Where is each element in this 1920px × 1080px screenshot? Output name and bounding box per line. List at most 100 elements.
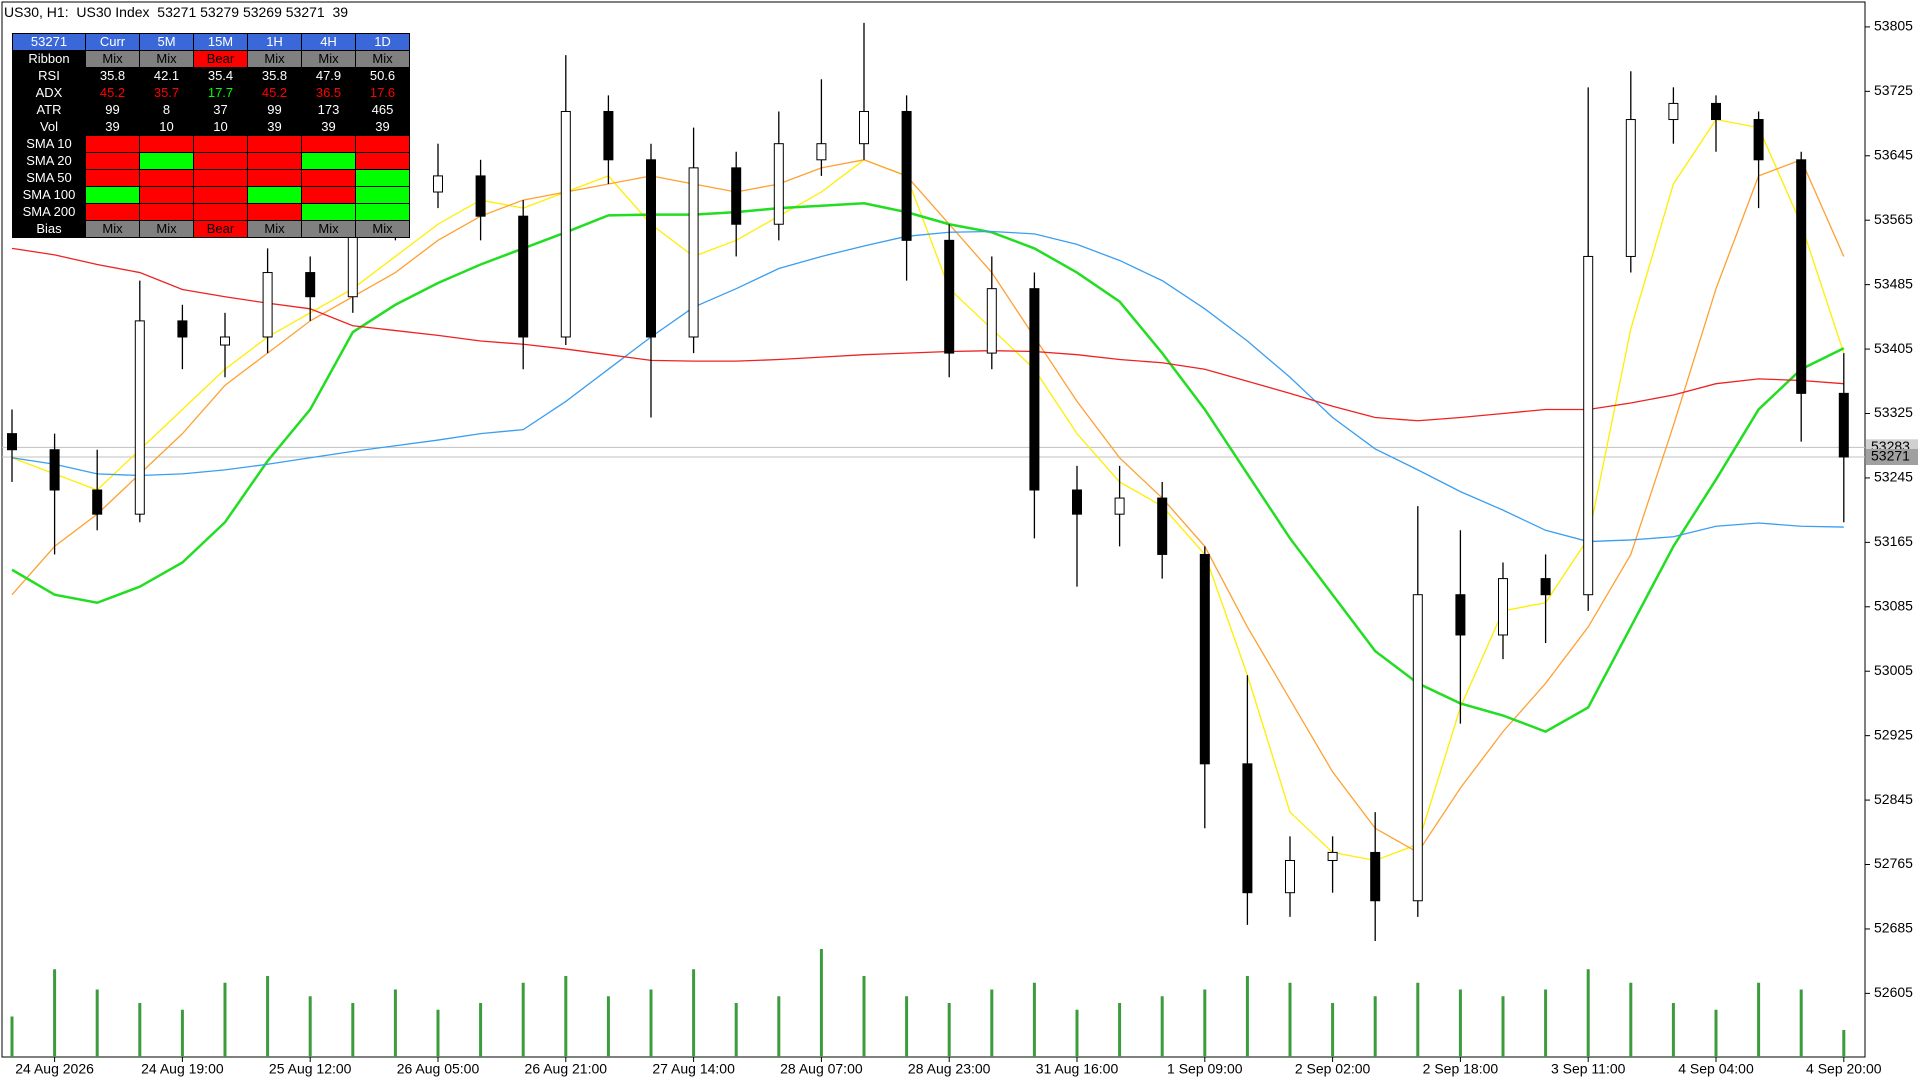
volume-bar (1757, 982, 1761, 1057)
dashboard-cell (248, 153, 301, 169)
volume-bar (777, 996, 781, 1057)
dashboard-cell (86, 187, 139, 203)
dashboard-cell: Mix (302, 221, 355, 237)
volume-bar (1203, 989, 1207, 1057)
volume-bar (10, 1016, 14, 1057)
x-tick-label: 28 Aug 07:00 (780, 1061, 863, 1077)
volume-bar (180, 1009, 184, 1057)
y-tick-label: 53805 (1874, 18, 1913, 34)
dashboard-cell: 10 (194, 119, 247, 135)
price-label: 53271 (1871, 448, 1910, 464)
column-header: 1D (356, 34, 409, 50)
candle-body (1285, 859, 1295, 894)
dashboard-cell (248, 187, 301, 203)
dashboard-cell: Mix (302, 51, 355, 67)
candle-body (1625, 119, 1636, 257)
dashboard-row: SMA 10 (13, 136, 409, 152)
dashboard-cell: 36.5 (302, 85, 355, 101)
candle-body (1029, 288, 1040, 491)
dashboard-cell: 465 (356, 102, 409, 118)
candle-body (1412, 594, 1423, 902)
candle-body (1668, 102, 1679, 121)
dashboard-cell (302, 136, 355, 152)
candle-body (1711, 102, 1721, 121)
moving-average (11, 202, 1845, 734)
volume-bar (1714, 1009, 1718, 1057)
y-tick-label: 53645 (1874, 146, 1913, 162)
dashboard-cell: 39 (248, 119, 301, 135)
volume-bar (692, 969, 696, 1057)
dashboard-row: ADX 45.2 35.7 17.7 45.2 36.5 17.6 (13, 85, 409, 101)
candle-body (1498, 578, 1508, 636)
dashboard-cell: 10 (140, 119, 193, 135)
candle-body (859, 110, 869, 145)
dashboard-cell: 99 (248, 102, 301, 118)
dashboard-row: SMA 50 (13, 170, 409, 186)
dashboard-cell: 173 (302, 102, 355, 118)
dashboard-cell (356, 153, 409, 169)
row-label: Vol (13, 119, 85, 135)
column-header: 15M (194, 34, 247, 50)
dashboard-row: SMA 100 (13, 187, 409, 203)
candle-body (518, 215, 529, 338)
candle-body (1114, 497, 1125, 515)
dashboard-cell: Mix (248, 221, 301, 237)
dashboard-cell (86, 136, 139, 152)
dashboard-header: 53271 Curr 5M 15M 1H 4H 1D (13, 34, 409, 50)
candle-body (603, 110, 614, 161)
volume-bar (990, 989, 994, 1057)
price-label-box (1866, 448, 1918, 465)
row-label: SMA 10 (13, 136, 85, 152)
volume-bar (1032, 982, 1036, 1057)
volume-bar (1671, 1003, 1675, 1057)
x-tick-label: 4 Sep 04:00 (1678, 1061, 1754, 1077)
volume-bar (1118, 1003, 1122, 1057)
dashboard-cell: 39 (356, 119, 409, 135)
volume-bar (1842, 1030, 1846, 1057)
moving-average (11, 118, 1845, 862)
volume-bar (1501, 996, 1505, 1057)
dashboard-row: RSI 35.8 42.1 35.4 35.8 47.9 50.6 (13, 68, 409, 84)
dashboard-cell: Mix (356, 51, 409, 67)
dashboard-cell: 35.7 (140, 85, 193, 101)
volume-bar (947, 1003, 951, 1057)
x-tick-label: 26 Aug 05:00 (397, 1061, 480, 1077)
x-tick-label: 1 Sep 09:00 (1167, 1061, 1243, 1077)
volume-bar (1416, 982, 1420, 1057)
x-tick-label: 31 Aug 16:00 (1036, 1061, 1119, 1077)
column-header: 1H (248, 34, 301, 50)
y-tick-label: 53085 (1874, 597, 1913, 613)
volume-bar (734, 1003, 738, 1057)
dashboard-cell: 17.7 (194, 85, 247, 101)
volume-bar (351, 1003, 355, 1057)
volume-bar (1629, 982, 1633, 1057)
dashboard-cell: 39 (86, 119, 139, 135)
x-tick-label: 3 Sep 11:00 (1551, 1061, 1626, 1077)
volume-bar (1331, 1003, 1335, 1057)
dashboard-cell: Mix (356, 221, 409, 237)
dashboard-cell: Mix (140, 221, 193, 237)
y-tick-label: 53245 (1874, 469, 1913, 485)
x-tick-label: 24 Aug 2026 (15, 1061, 94, 1077)
moving-average (11, 247, 1844, 422)
dashboard-row: ATR 99 8 37 99 173 465 (13, 102, 409, 118)
candle-body (688, 167, 699, 338)
symbol-info: US30, H1: US30 Index 53271 53279 53269 5… (4, 4, 349, 20)
dashboard-cell (356, 170, 409, 186)
row-label: SMA 200 (13, 204, 85, 220)
row-label: SMA 100 (13, 187, 85, 203)
dashboard-cell (248, 170, 301, 186)
candle-body (816, 143, 827, 161)
candle-body (986, 288, 997, 354)
volume-bar (1799, 989, 1803, 1057)
dashboard-cell (194, 136, 247, 152)
candle-body (1838, 392, 1849, 458)
dashboard-cell: Mix (86, 221, 139, 237)
y-tick-label: 52845 (1874, 791, 1913, 807)
dashboard-cell (194, 204, 247, 220)
volume-bar (223, 982, 227, 1057)
dashboard-cell: 17.6 (356, 85, 409, 101)
dashboard-cell: 42.1 (140, 68, 193, 84)
row-label: ATR (13, 102, 85, 118)
dashboard-cell (140, 187, 193, 203)
